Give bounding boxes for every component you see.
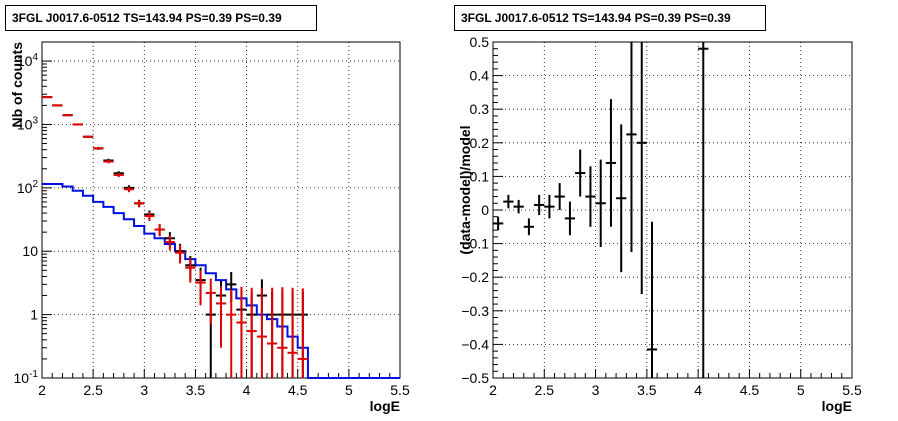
x-tick-label: 5 bbox=[797, 382, 805, 398]
y-tick-label: 0.5 bbox=[470, 34, 490, 50]
y-tick-label: 0 bbox=[481, 202, 489, 218]
y-tick-label: 0.3 bbox=[470, 101, 490, 117]
counts-panel-title: 3FGL J0017.6-0512 TS=143.94 PS=0.39 PS=0… bbox=[5, 5, 317, 31]
y-tick-label: −0.5 bbox=[461, 370, 489, 386]
y-tick-label: −0.4 bbox=[461, 336, 489, 352]
y-tick-label: 1 bbox=[30, 307, 38, 323]
x-tick-label: 2 bbox=[489, 382, 497, 398]
y-axis-label: (data-model)/model bbox=[457, 125, 473, 254]
y-tick-label: −0.3 bbox=[461, 303, 489, 319]
x-tick-label: 3.5 bbox=[186, 382, 206, 398]
x-tick-label: 2 bbox=[38, 382, 46, 398]
y-tick-label: 104 bbox=[17, 52, 39, 69]
y-tick-label: 0.4 bbox=[470, 68, 490, 84]
x-axis-label: logE bbox=[822, 398, 852, 414]
x-tick-label: 4.5 bbox=[288, 382, 308, 398]
model-source-step-line bbox=[42, 183, 400, 379]
y-tick-label: 0.1 bbox=[470, 168, 490, 184]
y-tick-label: 10 bbox=[22, 243, 38, 259]
y-tick-label: 102 bbox=[17, 179, 39, 196]
y-tick-label: 103 bbox=[17, 115, 39, 132]
x-tick-label: 5.5 bbox=[842, 382, 862, 398]
x-tick-label: 4 bbox=[243, 382, 251, 398]
x-axis-label: logE bbox=[370, 398, 400, 414]
y-tick-label: 0.2 bbox=[470, 135, 490, 151]
y-tick-label: 10-1 bbox=[14, 369, 39, 386]
x-tick-label: 3.5 bbox=[637, 382, 657, 398]
x-tick-label: 4 bbox=[694, 382, 702, 398]
y-tick-label: −0.2 bbox=[461, 269, 489, 285]
residuals-panel-title: 3FGL J0017.6-0512 TS=143.94 PS=0.39 PS=0… bbox=[454, 5, 766, 31]
x-tick-label: 2.5 bbox=[535, 382, 555, 398]
x-tick-label: 5 bbox=[345, 382, 353, 398]
counts-panel: 2 2.5 3 3.5 4 4.5 5 5.5 10-1 1 10 102 103 104 logE Nb o… bbox=[9, 41, 410, 414]
plot-frame bbox=[492, 41, 853, 379]
y-axis-label: Nb of counts bbox=[9, 42, 25, 128]
y-tick-label: −0.1 bbox=[461, 236, 489, 252]
residuals-panel: 2 2.5 3 3.5 4 4.5 5 5.5 −0.5 −0.4 −0.3 −0.2 −0.1 0 0.1… bbox=[457, 34, 862, 414]
x-tick-label: 2.5 bbox=[83, 382, 103, 398]
x-tick-label: 3 bbox=[140, 382, 148, 398]
x-tick-label: 3 bbox=[592, 382, 600, 398]
x-tick-label: 5.5 bbox=[390, 382, 410, 398]
x-tick-label: 4.5 bbox=[740, 382, 760, 398]
